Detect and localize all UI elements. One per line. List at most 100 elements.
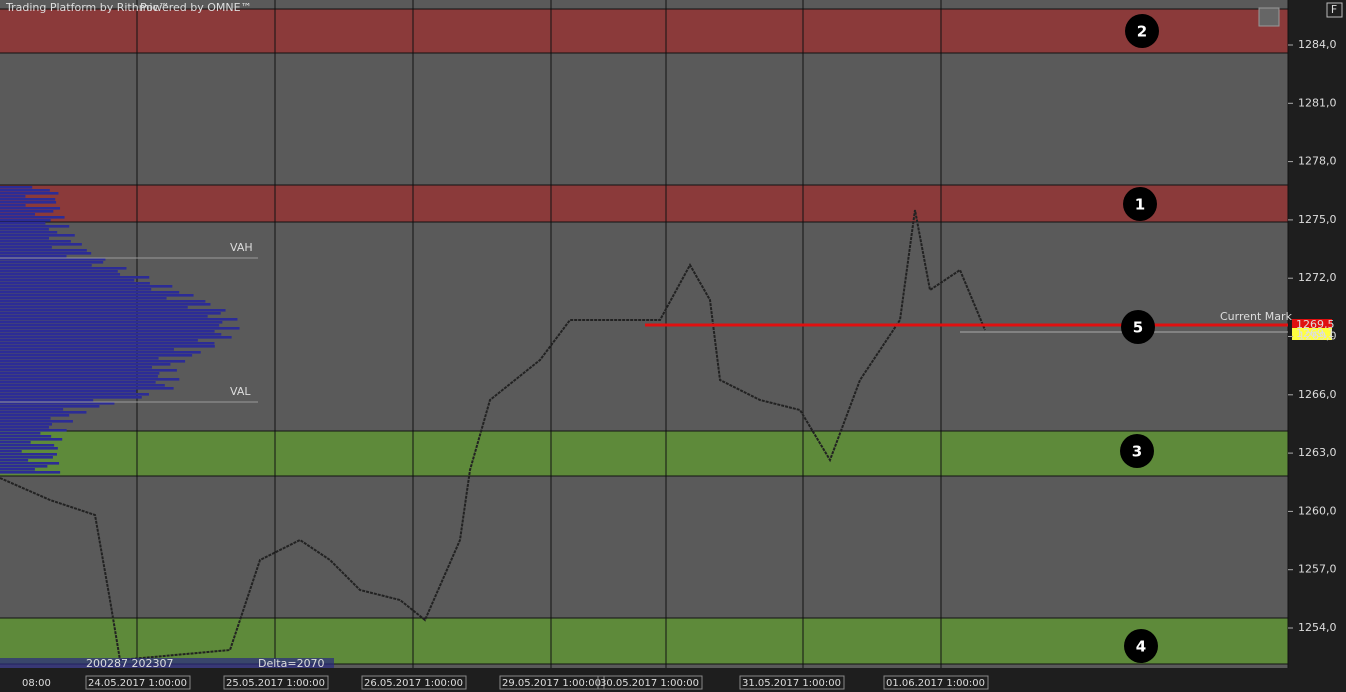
profile-bar <box>0 447 58 450</box>
profile-bar <box>0 381 156 384</box>
profile-bar <box>0 363 171 366</box>
profile-bar <box>0 426 49 429</box>
header-title: Trading Platform by Rithmic™ <box>5 1 170 14</box>
zone-red <box>0 9 1288 53</box>
profile-bar <box>0 378 180 381</box>
profile-bar <box>0 462 60 465</box>
zone-label: 5 <box>1133 319 1143 337</box>
profile-bar <box>0 402 115 405</box>
profile-bar <box>0 207 61 210</box>
zone-label: 3 <box>1132 443 1142 461</box>
profile-bar <box>0 204 26 207</box>
zone-red <box>0 185 1288 222</box>
profile-bar <box>0 348 174 351</box>
profile-bar <box>0 201 57 204</box>
profile-bar <box>0 246 52 249</box>
time-label: 30.05.2017 1:00:00 <box>600 678 699 689</box>
time-box <box>499 675 605 690</box>
price-bars <box>0 209 986 662</box>
price-tag-yellow <box>1292 328 1332 340</box>
price-label: 1263,0 <box>1298 446 1337 459</box>
time-box <box>223 675 329 690</box>
profile-bar <box>0 354 193 357</box>
profile-bar <box>0 225 70 228</box>
profile-bar <box>0 255 67 258</box>
price-label: 1260,0 <box>1298 504 1337 517</box>
current-mark-label: Current Mark <box>1220 310 1293 323</box>
time-box <box>597 675 703 690</box>
profile-bar <box>0 285 173 288</box>
profile-bar <box>0 465 48 468</box>
profile-bar <box>0 372 160 375</box>
profile-bar <box>0 423 52 426</box>
price-label: 1281,0 <box>1298 96 1337 109</box>
profile-bar <box>0 294 194 297</box>
profile-bar <box>0 312 221 315</box>
profile-bar <box>0 222 46 225</box>
price-yellow: 1269,1 <box>1296 327 1335 340</box>
time-box <box>883 675 989 690</box>
profile-bar <box>0 249 87 252</box>
profile-bar <box>0 366 153 369</box>
profile-bar <box>0 411 87 414</box>
profile-bar <box>0 261 104 264</box>
profile-bar <box>0 459 29 462</box>
profile-bar <box>0 318 238 321</box>
profile-bar <box>0 429 67 432</box>
profile-bar <box>0 360 186 363</box>
profile-bar <box>0 405 100 408</box>
profile-bar <box>0 195 26 198</box>
time-box <box>361 675 467 690</box>
profile-bar <box>0 393 149 396</box>
price-label: 1254,0 <box>1298 621 1337 634</box>
profile-bar <box>0 390 137 393</box>
profile-bar <box>0 198 56 201</box>
profile-bar <box>0 456 53 459</box>
profile-bar <box>0 342 215 345</box>
time-label: 31.05.2017 1:00:00 <box>742 678 841 689</box>
profile-bar <box>0 420 73 423</box>
profile-bar <box>0 438 63 441</box>
profile-bar <box>0 339 198 342</box>
profile-bar <box>0 288 152 291</box>
profile-bar <box>0 399 94 402</box>
zone-green <box>0 618 1288 664</box>
price-axis <box>1288 0 1346 692</box>
profile-bar <box>0 273 121 276</box>
profile-bar <box>0 186 33 189</box>
price-label: 1284,0 <box>1298 38 1337 51</box>
profile-bar <box>0 213 35 216</box>
profile-bar <box>0 219 51 222</box>
profile-bar <box>0 330 215 333</box>
time-axis <box>0 668 1288 692</box>
profile-bar <box>0 417 51 420</box>
price-label: 1257,0 <box>1298 563 1337 576</box>
profile-bar <box>0 453 57 456</box>
time-label: 25.05.2017 1:00:00 <box>226 678 325 689</box>
time-label: 29.05.2017 1:00:00 <box>502 678 601 689</box>
header-powered: Powered by OMNE™ <box>140 1 252 14</box>
profile-bar <box>0 270 118 273</box>
profile-bar <box>0 357 159 360</box>
profile-bar <box>0 369 177 372</box>
profile-bar <box>0 252 92 255</box>
profile-bar <box>0 234 75 237</box>
f-button-label: F <box>1331 3 1337 16</box>
profile-bar <box>0 324 220 327</box>
profile-bar <box>0 345 215 348</box>
profile-bar <box>0 279 135 282</box>
profile-bar <box>0 258 106 261</box>
profile-bar <box>0 408 64 411</box>
f-button[interactable] <box>1326 2 1343 18</box>
zone-label: 2 <box>1137 23 1147 41</box>
profile-bar <box>0 228 49 231</box>
scroll-end-button[interactable] <box>1258 7 1280 27</box>
profile-bar <box>0 267 127 270</box>
vah-label: VAH <box>230 241 253 254</box>
profile-bar <box>0 303 211 306</box>
profile-bar <box>0 243 82 246</box>
profile-bar <box>0 471 61 474</box>
profile-bar <box>0 216 65 219</box>
profile-bar <box>0 192 59 195</box>
